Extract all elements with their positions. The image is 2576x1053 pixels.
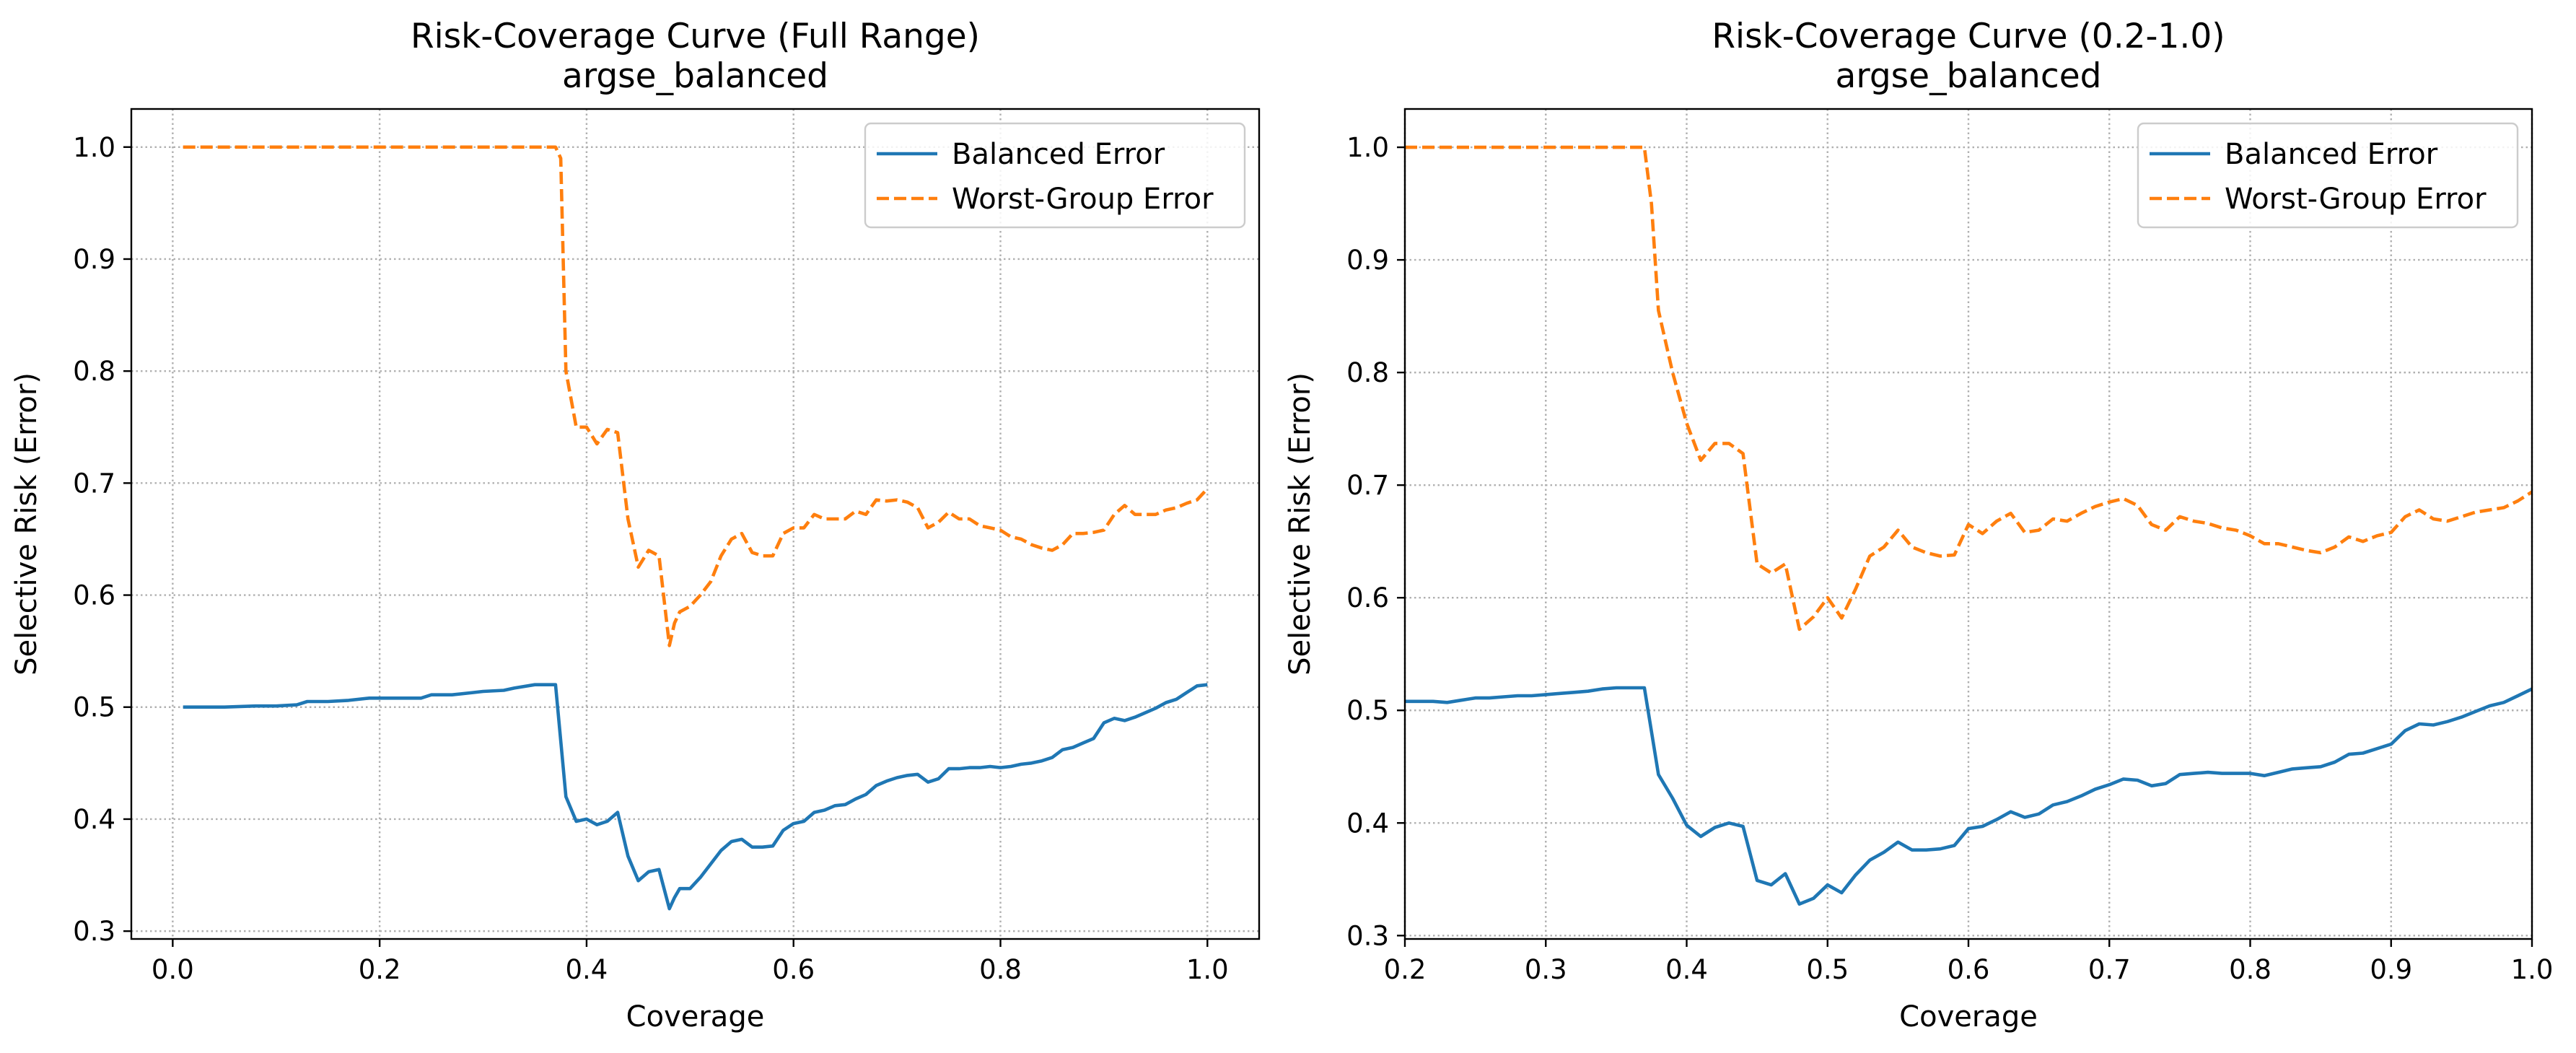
left-y-tick-label: 0.6 (73, 580, 115, 611)
right-x-tick-label: 0.3 (1525, 954, 1567, 985)
left-x-tick-label: 0.2 (359, 954, 401, 985)
right-x-tick-label: 0.5 (1806, 954, 1849, 985)
left-chart-title: Risk-Coverage Curve (Full Range) (411, 17, 980, 56)
right-y-tick-label: 0.6 (1346, 582, 1389, 613)
left-x-tick-label: 0.8 (979, 954, 1022, 985)
left-y-tick-label: 1.0 (73, 132, 115, 163)
left-legend: Balanced Error Worst-Group Error (864, 122, 1246, 229)
right-chart: Risk-Coverage Curve (0.2-1.0)argse_balan… (1284, 17, 2553, 1034)
left-y-tick-label: 0.5 (73, 692, 115, 723)
left-x-tick-label: 0.6 (772, 954, 815, 985)
right-y-tick-label: 0.4 (1346, 808, 1389, 839)
left-series-balanced-error-line (183, 683, 1208, 911)
right-y-tick-label: 1.0 (1346, 132, 1389, 163)
left-x-tick-label: 0.4 (566, 954, 608, 985)
left-chart-subtitle: argse_balanced (562, 56, 828, 96)
right-y-tick-label: 0.9 (1346, 245, 1389, 276)
right-x-tick-label: 0.9 (2370, 954, 2412, 985)
right-legend-balanced-error-label: Balanced Error (2225, 138, 2438, 171)
left-y-tick-label: 0.3 (73, 916, 115, 947)
right-x-tick-label: 1.0 (2511, 954, 2554, 985)
left-chart: Risk-Coverage Curve (Full Range)argse_ba… (10, 17, 1261, 1034)
left-series-worst-group-error-line (183, 145, 1209, 647)
right-x-tick-label: 0.2 (1384, 954, 1427, 985)
right-y-tick-label: 0.5 (1346, 695, 1389, 726)
left-grid (131, 109, 1259, 939)
left-x-tick-label: 0.0 (152, 954, 194, 985)
left-legend-balanced-error-label: Balanced Error (952, 138, 1165, 171)
left-legend-worst-group-error-label: Worst-Group Error (952, 183, 1214, 216)
right-x-tick-label: 0.7 (2088, 954, 2131, 985)
right-series-balanced-error-line (1405, 686, 2532, 906)
right-y-tick-label: 0.7 (1346, 470, 1389, 501)
left-y-axis-label: Selective Risk (Error) (10, 372, 43, 676)
right-x-tick-label: 0.4 (1665, 954, 1708, 985)
right-y-tick-label: 0.3 (1346, 920, 1389, 951)
right-legend-box (2137, 122, 2519, 229)
left-axes-frame (130, 108, 1261, 940)
left-legend-box (864, 122, 1246, 229)
left-y-tick-label: 0.9 (73, 244, 115, 275)
right-legend-worst-group-error-label: Worst-Group Error (2225, 183, 2487, 216)
right-y-axis-label: Selective Risk (Error) (1284, 372, 1317, 676)
left-x-tick-label: 1.0 (1186, 954, 1229, 985)
right-series-worst-group-error-line (1405, 145, 2532, 632)
left-y-tick-label: 0.4 (73, 804, 115, 835)
right-chart-title: Risk-Coverage Curve (0.2-1.0) (1712, 17, 2225, 56)
left-y-tick-label: 0.7 (73, 468, 115, 499)
left-y-tick-label: 0.8 (73, 356, 115, 387)
right-chart-subtitle: argse_balanced (1836, 56, 2102, 96)
right-x-axis-label: Coverage (1899, 1000, 2038, 1034)
right-y-tick-label: 0.8 (1346, 357, 1389, 388)
right-x-tick-label: 0.6 (1948, 954, 1990, 985)
right-legend: Balanced Error Worst-Group Error (2137, 122, 2519, 229)
left-x-axis-label: Coverage (626, 1000, 765, 1034)
right-x-tick-label: 0.8 (2229, 954, 2271, 985)
